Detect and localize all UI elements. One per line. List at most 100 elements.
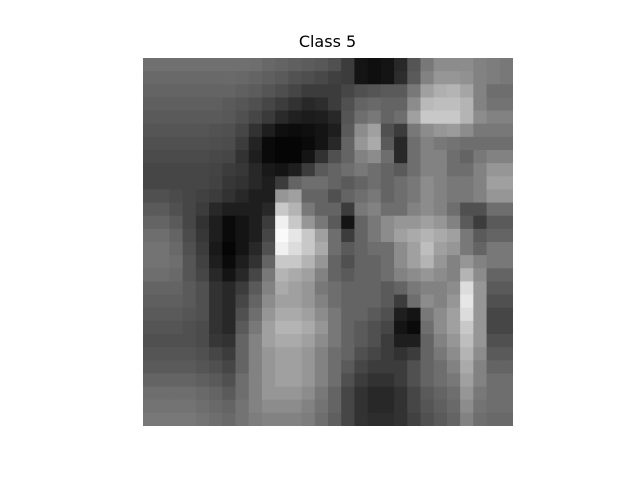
heatmap-cell	[248, 334, 263, 348]
heatmap-cell	[499, 71, 513, 85]
heatmap-cell	[460, 242, 474, 256]
heatmap-cell	[420, 334, 435, 348]
heatmap-cell	[394, 412, 408, 426]
heatmap-cell	[156, 189, 171, 204]
heatmap-cell	[328, 268, 342, 283]
heatmap-cell	[460, 58, 474, 72]
heatmap-cell	[341, 189, 356, 204]
heatmap-cell	[275, 189, 289, 204]
heatmap-cell	[354, 281, 369, 296]
heatmap-cell	[182, 360, 197, 375]
heatmap-cell	[143, 58, 157, 72]
heatmap-cell	[341, 215, 356, 230]
heatmap-cell	[394, 84, 408, 99]
heatmap-cell	[314, 399, 329, 414]
heatmap-cell	[261, 294, 276, 309]
heatmap-cell	[473, 71, 488, 85]
heatmap-cell	[169, 281, 184, 296]
heatmap-cell	[433, 360, 448, 375]
heatmap-cell	[156, 202, 171, 217]
heatmap-cell	[446, 84, 461, 99]
heatmap-cell	[446, 334, 461, 348]
heatmap-cell	[182, 347, 197, 361]
heatmap-cell	[433, 373, 448, 388]
heatmap-cell	[420, 176, 435, 191]
heatmap-cell	[143, 399, 157, 414]
heatmap-cell	[394, 347, 408, 361]
heatmap-cell	[486, 307, 501, 322]
heatmap-cell	[433, 189, 448, 204]
heatmap-cell	[328, 163, 342, 177]
heatmap-cell	[248, 202, 263, 217]
heatmap-cell	[499, 202, 513, 217]
heatmap-cell	[407, 84, 422, 99]
heatmap-cell	[446, 307, 461, 322]
heatmap-cell	[341, 97, 356, 112]
heatmap-cell	[261, 97, 276, 112]
heatmap-cell	[235, 294, 250, 309]
heatmap-cell	[473, 399, 488, 414]
heatmap-cell	[301, 268, 316, 283]
heatmap-cell	[328, 373, 342, 388]
heatmap-cell	[420, 360, 435, 375]
heatmap-cell	[235, 228, 250, 243]
heatmap-cell	[354, 215, 369, 230]
heatmap-cell	[433, 347, 448, 361]
heatmap-cell	[380, 294, 395, 309]
chart-title: Class 5	[298, 32, 357, 51]
heatmap-cell	[169, 84, 184, 99]
heatmap-cell	[341, 58, 356, 72]
heatmap-cell	[301, 110, 316, 125]
heatmap-cell	[209, 202, 223, 217]
heatmap-cell	[235, 386, 250, 401]
heatmap-cell	[275, 110, 289, 125]
heatmap-cell	[248, 294, 263, 309]
heatmap-cell	[394, 123, 408, 138]
heatmap-cell	[367, 281, 382, 296]
heatmap-cell	[143, 360, 157, 375]
heatmap-cell	[473, 242, 488, 256]
heatmap-cell	[209, 71, 223, 85]
heatmap-cell	[156, 347, 171, 361]
heatmap-cell	[420, 242, 435, 256]
heatmap-cell	[209, 97, 223, 112]
heatmap-cell	[195, 84, 210, 99]
heatmap-cell	[301, 412, 316, 426]
heatmap-cell	[261, 255, 276, 269]
heatmap-cell	[314, 110, 329, 125]
heatmap-cell	[499, 412, 513, 426]
heatmap-cell	[354, 84, 369, 99]
heatmap-cell	[195, 268, 210, 283]
heatmap-cell	[261, 334, 276, 348]
heatmap-cell	[235, 97, 250, 112]
heatmap-cell	[261, 281, 276, 296]
heatmap-cell	[301, 71, 316, 85]
heatmap-cell	[209, 150, 223, 164]
heatmap-cell	[182, 412, 197, 426]
heatmap-cell	[195, 189, 210, 204]
heatmap-cell	[460, 215, 474, 230]
heatmap-cell	[143, 294, 157, 309]
heatmap-cell	[407, 228, 422, 243]
heatmap-cell	[275, 123, 289, 138]
heatmap-cell	[407, 294, 422, 309]
heatmap-cell	[275, 399, 289, 414]
heatmap-cell	[341, 347, 356, 361]
heatmap-cell	[182, 71, 197, 85]
heatmap-cell	[433, 412, 448, 426]
heatmap-cell	[209, 294, 223, 309]
heatmap-cell	[301, 150, 316, 164]
heatmap-cell	[248, 386, 263, 401]
heatmap-cell	[328, 281, 342, 296]
heatmap-cell	[143, 242, 157, 256]
heatmap-cell	[182, 110, 197, 125]
heatmap-cell	[380, 150, 395, 164]
heatmap-cell	[248, 97, 263, 112]
heatmap-cell	[156, 176, 171, 191]
heatmap-cell	[420, 294, 435, 309]
heatmap-cell	[367, 320, 382, 335]
heatmap-cell	[433, 242, 448, 256]
heatmap-cell	[288, 347, 303, 361]
heatmap-cell	[341, 360, 356, 375]
heatmap-cell	[261, 268, 276, 283]
